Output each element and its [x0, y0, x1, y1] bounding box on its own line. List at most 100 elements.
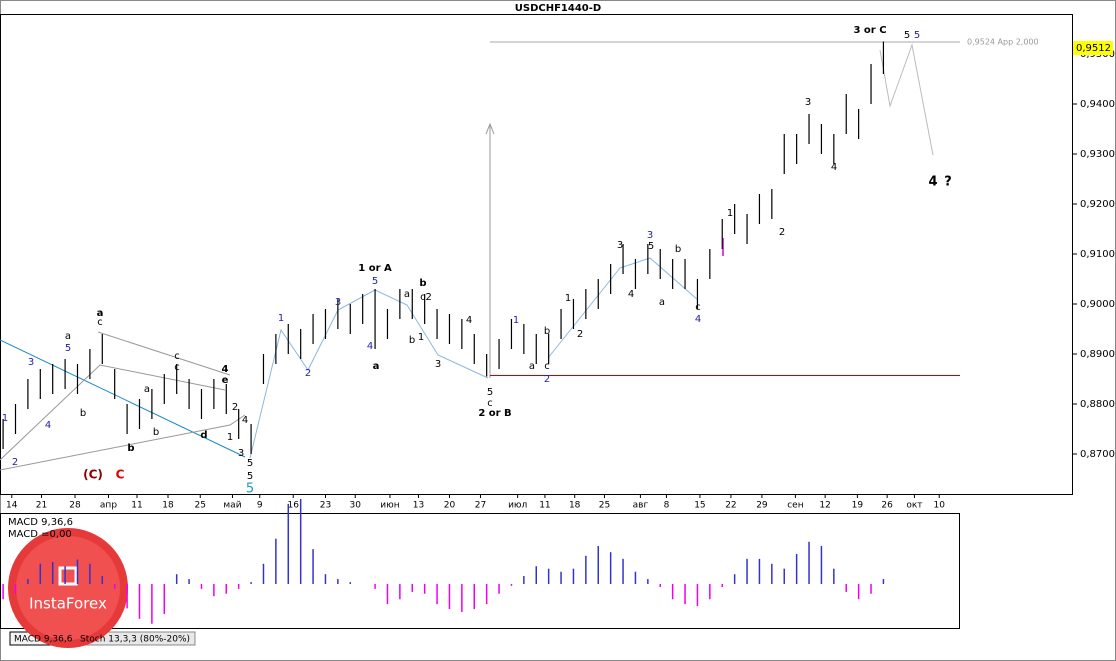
wave-label: c	[174, 362, 180, 373]
wave-label: 5	[65, 343, 71, 354]
wave-label: 4	[831, 162, 837, 173]
x-tick-label: 9	[257, 501, 263, 511]
wave-label: 3	[647, 230, 653, 241]
wave-label: 1	[2, 413, 8, 424]
logo	[8, 528, 128, 648]
x-tick-label: 14	[6, 501, 18, 511]
wave-label: 4	[367, 341, 373, 352]
logo-badge	[16, 536, 120, 640]
arrow-head	[485, 122, 495, 135]
wave-label: 4	[628, 289, 634, 300]
indicator-subtitle: MACD =0,00	[8, 529, 72, 540]
x-tick-label: 26	[881, 501, 893, 511]
wave-label: 4	[222, 364, 229, 375]
wave-label: 5	[246, 482, 254, 497]
wave-label: b	[544, 326, 550, 337]
logo-icon	[58, 566, 78, 586]
y-tick-label: 0,9300	[1080, 149, 1115, 160]
x-tick-label: 20	[444, 501, 456, 511]
wave-label: 2 or B	[478, 408, 511, 419]
x-tick-label: авг	[633, 501, 649, 511]
wave-label: e	[222, 375, 229, 386]
main-plot	[0, 14, 1073, 495]
wave-label: b	[153, 427, 159, 438]
wave-label: 1	[418, 332, 424, 343]
wave-label: 1	[513, 315, 519, 326]
wave-path	[374, 289, 489, 379]
wave-label: a	[659, 297, 665, 308]
y-tick-label: 0,9100	[1080, 249, 1115, 260]
wave-label: 2	[305, 368, 311, 379]
wave-label: 5	[487, 387, 493, 398]
wave-label: 3	[335, 297, 341, 308]
wave-label: 5	[247, 458, 253, 469]
wave-label: b	[675, 244, 681, 255]
trend-line	[0, 339, 246, 458]
wave-label: c	[487, 398, 493, 409]
wave-label: a	[65, 331, 71, 342]
wave-label: 5	[904, 30, 910, 41]
wave-label: 1	[565, 293, 571, 304]
x-tick-label: 25	[599, 501, 610, 511]
wave-label: 2	[544, 374, 550, 385]
y-tick-label: 0,9000	[1080, 299, 1115, 310]
wave-label: 3 or C	[853, 25, 886, 36]
x-tick-label: 16	[288, 501, 300, 511]
trend-line	[0, 364, 226, 461]
wave-label: a	[373, 361, 380, 372]
x-tick-label: 23	[320, 501, 331, 511]
wave-label: 4	[695, 314, 701, 325]
x-tick-label: 28	[69, 501, 81, 511]
wave-label: d	[200, 430, 207, 441]
wave-label: c	[695, 302, 701, 313]
x-tick-label: 15	[694, 501, 705, 511]
wave-label: 3	[435, 359, 441, 370]
wave-label: b	[419, 278, 426, 289]
wave-label: c	[174, 351, 180, 362]
wave-label: 1	[727, 208, 733, 219]
wave-label: a	[529, 361, 535, 372]
wave-label: 3	[28, 357, 34, 368]
wave-label: 5	[914, 30, 920, 41]
indicator-plot	[0, 513, 960, 629]
wave-label: a	[404, 289, 410, 300]
wave-label: 3	[238, 448, 244, 459]
price-box	[1073, 41, 1113, 55]
wave-label: c2	[420, 292, 432, 303]
wave-label: 4	[928, 175, 937, 190]
x-tick-label: 11	[131, 501, 142, 511]
wave-label: (C)	[83, 468, 103, 482]
logo-text: InstaForex	[29, 595, 107, 613]
x-tick-label: апр	[100, 501, 117, 511]
x-tick-label: 27	[475, 501, 486, 511]
wave-label: 4	[466, 315, 472, 326]
wave-label: 5	[648, 241, 654, 252]
y-tick-label: 0,8800	[1080, 399, 1115, 410]
x-tick-label: 22	[725, 501, 736, 511]
x-tick-label: 10	[933, 501, 945, 511]
x-tick-label: 21	[36, 501, 47, 511]
wave-path	[249, 289, 376, 459]
wave-label: ?	[944, 175, 952, 190]
y-tick-label: 0,8900	[1080, 349, 1115, 360]
x-tick-label: 11	[539, 501, 550, 511]
x-tick-label: 18	[569, 501, 581, 511]
wave-label: 5	[247, 471, 253, 482]
x-tick-label: июн	[380, 501, 399, 511]
wave-label: C	[116, 468, 125, 482]
tab-label[interactable]: MACD 9,36,6	[14, 635, 73, 645]
price-label: 0,9512	[1076, 43, 1111, 54]
wave-label: b	[80, 408, 86, 419]
x-tick-label: 13	[413, 501, 424, 511]
wave-label: b	[409, 335, 415, 346]
target-label: 0,9524 App 2,000	[967, 38, 1039, 47]
tab-label[interactable]: Stoch 13,3,3 (80%-20%)	[80, 635, 190, 645]
wave-label: a	[97, 308, 104, 319]
wave-label: 3	[617, 240, 623, 251]
wave-label: 5	[372, 276, 378, 287]
wave-label: 1 or A	[358, 263, 392, 274]
x-tick-label: 30	[350, 501, 362, 511]
x-tick-label: 19	[852, 501, 864, 511]
wave-label: 1	[227, 432, 233, 443]
